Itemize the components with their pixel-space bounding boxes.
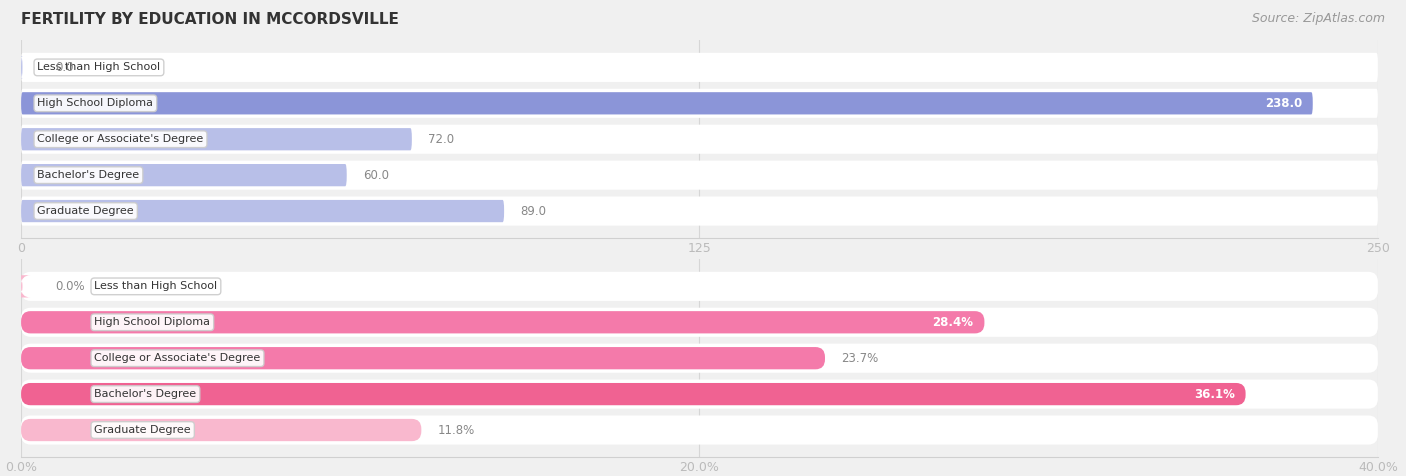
FancyBboxPatch shape bbox=[21, 160, 1378, 190]
FancyBboxPatch shape bbox=[21, 89, 1378, 118]
FancyBboxPatch shape bbox=[21, 416, 1378, 445]
FancyBboxPatch shape bbox=[13, 275, 31, 298]
FancyBboxPatch shape bbox=[21, 419, 422, 441]
Text: 11.8%: 11.8% bbox=[437, 424, 475, 436]
Text: 72.0: 72.0 bbox=[427, 133, 454, 146]
FancyBboxPatch shape bbox=[21, 200, 505, 222]
Text: 28.4%: 28.4% bbox=[932, 316, 973, 329]
Text: Less than High School: Less than High School bbox=[38, 62, 160, 72]
FancyBboxPatch shape bbox=[21, 128, 412, 150]
Text: Bachelor's Degree: Bachelor's Degree bbox=[94, 389, 197, 399]
Text: College or Associate's Degree: College or Associate's Degree bbox=[94, 353, 260, 363]
Text: High School Diploma: High School Diploma bbox=[38, 99, 153, 109]
Text: Less than High School: Less than High School bbox=[94, 281, 218, 291]
Text: 89.0: 89.0 bbox=[520, 205, 547, 218]
Text: Graduate Degree: Graduate Degree bbox=[38, 206, 134, 216]
FancyBboxPatch shape bbox=[21, 311, 984, 333]
Text: 0.0%: 0.0% bbox=[55, 280, 84, 293]
Text: Graduate Degree: Graduate Degree bbox=[94, 425, 191, 435]
Text: 23.7%: 23.7% bbox=[841, 352, 879, 365]
FancyBboxPatch shape bbox=[21, 56, 22, 79]
FancyBboxPatch shape bbox=[21, 272, 1378, 301]
FancyBboxPatch shape bbox=[21, 92, 1313, 114]
Text: 60.0: 60.0 bbox=[363, 169, 389, 182]
Text: 36.1%: 36.1% bbox=[1194, 387, 1234, 401]
FancyBboxPatch shape bbox=[21, 383, 1246, 405]
FancyBboxPatch shape bbox=[21, 344, 1378, 373]
Text: FERTILITY BY EDUCATION IN MCCORDSVILLE: FERTILITY BY EDUCATION IN MCCORDSVILLE bbox=[21, 12, 399, 27]
FancyBboxPatch shape bbox=[21, 307, 1378, 337]
Text: Source: ZipAtlas.com: Source: ZipAtlas.com bbox=[1251, 12, 1385, 25]
FancyBboxPatch shape bbox=[21, 125, 1378, 154]
Text: 0.0: 0.0 bbox=[55, 61, 73, 74]
FancyBboxPatch shape bbox=[21, 197, 1378, 226]
Text: High School Diploma: High School Diploma bbox=[94, 317, 211, 327]
Text: Bachelor's Degree: Bachelor's Degree bbox=[38, 170, 139, 180]
FancyBboxPatch shape bbox=[21, 379, 1378, 409]
FancyBboxPatch shape bbox=[21, 53, 1378, 82]
Text: College or Associate's Degree: College or Associate's Degree bbox=[38, 134, 204, 144]
Text: 238.0: 238.0 bbox=[1264, 97, 1302, 110]
FancyBboxPatch shape bbox=[21, 347, 825, 369]
FancyBboxPatch shape bbox=[21, 164, 347, 186]
